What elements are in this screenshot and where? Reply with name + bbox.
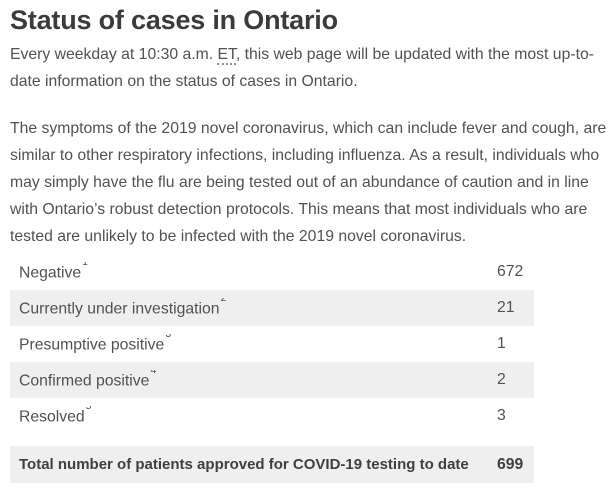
row-value: 3 [497, 407, 506, 424]
table-row-under-investigation: Currently under investigation2 21 [10, 290, 534, 326]
intro-text-before: Every weekday at 10:30 a.m. [10, 46, 218, 63]
intro-paragraph: Every weekday at 10:30 a.m. ET, this web… [10, 41, 614, 95]
description-paragraph: The symptoms of the 2019 novel coronavir… [10, 120, 607, 245]
row-label-text: Resolved [19, 408, 85, 426]
total-row-label: Total number of patients approved for CO… [19, 456, 469, 473]
total-row-value: 699 [497, 455, 524, 473]
row-label: Negative1 [19, 262, 497, 282]
row-value: 21 [497, 299, 515, 316]
row-label: Presumptive positive3 [19, 334, 497, 354]
footnote-link[interactable]: 3 [165, 333, 172, 340]
intro-text-after: , this web page will be updated with the… [10, 46, 594, 90]
row-value: 1 [497, 335, 506, 352]
page-content: Status of cases in Ontario Every weekday… [0, 5, 614, 483]
row-label-text: Negative [19, 264, 82, 282]
footnote-link[interactable]: 1 [82, 261, 89, 268]
row-value: 672 [497, 263, 524, 280]
table-row-negative: Negative1 672 [10, 254, 534, 290]
table-row-total: Total number of patients approved for CO… [10, 446, 534, 483]
table-row-confirmed-positive: Confirmed positive4 2 [10, 362, 534, 398]
row-label-text: Presumptive positive [19, 336, 165, 354]
row-label: Resolved5 [19, 406, 497, 426]
footnote-link[interactable]: 5 [85, 405, 92, 412]
row-label-text: Confirmed positive [19, 372, 150, 390]
row-label-text: Currently under investigation [19, 300, 220, 318]
page-title: Status of cases in Ontario [10, 5, 338, 35]
cases-table: Negative1 672 Currently under investigat… [10, 254, 534, 483]
table-row-presumptive-positive: Presumptive positive3 1 [10, 326, 534, 362]
row-label: Currently under investigation2 [19, 298, 497, 318]
abbr-et: ET [217, 46, 236, 65]
footnote-link[interactable]: 2 [220, 297, 227, 304]
table-row-resolved: Resolved5 3 [10, 398, 534, 434]
footnote-link[interactable]: 4 [150, 369, 157, 376]
row-value: 2 [497, 371, 506, 388]
row-label: Confirmed positive4 [19, 370, 497, 390]
